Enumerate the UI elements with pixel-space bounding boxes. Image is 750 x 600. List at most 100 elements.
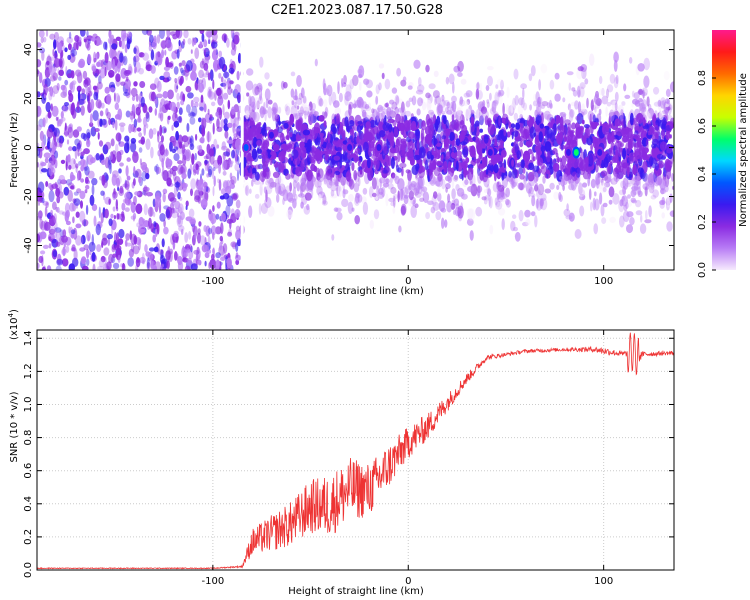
spectrogram-cell xyxy=(467,186,475,193)
spectrogram-cell xyxy=(132,151,139,163)
spectrogram-cell xyxy=(300,87,305,99)
spectrogram-cell xyxy=(363,141,369,153)
spectrogram-cell xyxy=(413,59,421,69)
spectrogram-cell xyxy=(302,150,305,162)
spectrogram-cell xyxy=(114,65,118,74)
spectrogram-cell xyxy=(81,219,89,227)
spectrogram-cell xyxy=(375,95,379,105)
spectrogram-cell xyxy=(266,177,274,184)
colorbar-tick-label: 0.0 xyxy=(697,262,708,278)
spectrogram-cell xyxy=(134,68,137,74)
spectrogram-cell xyxy=(342,130,346,144)
spectrogram-cell xyxy=(194,189,201,201)
spectrogram-cell xyxy=(199,30,205,35)
spectrogram-cell xyxy=(133,118,138,128)
spectrogram-cell xyxy=(176,48,180,59)
spectrogram-cell xyxy=(190,178,197,190)
spectrogram-cell xyxy=(603,181,611,188)
spectrogram-cell xyxy=(249,167,253,177)
spectrogram-cell xyxy=(157,131,160,143)
spectrogram-cell xyxy=(119,52,124,63)
spectrogram-cell xyxy=(91,37,96,42)
spectrogram-cell xyxy=(665,160,672,166)
spectrogram-cell xyxy=(186,122,190,133)
spectrogram-cell xyxy=(42,117,46,128)
spectrogram-cell xyxy=(414,203,419,208)
spectrogram-cell xyxy=(641,106,647,113)
spectrogram-cell xyxy=(545,169,551,175)
spectrogram-cell xyxy=(98,259,105,268)
spectrogram-cell xyxy=(221,141,226,150)
spectrogram-cell xyxy=(143,124,146,136)
spectrogram-cell xyxy=(561,155,566,167)
spectrogram-cell xyxy=(108,198,111,205)
spectrogram-cell xyxy=(112,58,115,70)
spectrogram-cell xyxy=(111,43,118,50)
spectrogram-cell xyxy=(397,107,405,113)
spectrogram-cell xyxy=(407,85,413,90)
spectrogram-cell xyxy=(155,195,162,208)
spectrogram-cell xyxy=(558,157,563,163)
spectrogram-cell xyxy=(400,203,407,215)
spectrogram-cell xyxy=(126,175,131,181)
spectrogram-cell xyxy=(207,235,211,247)
spectrogram-cell xyxy=(618,146,621,158)
spectrogram-cell xyxy=(106,233,113,240)
spectrogram-cell xyxy=(311,145,315,151)
spectrogram-cell xyxy=(372,108,378,121)
spectrogram-cell xyxy=(647,130,652,136)
spectrogram-cell xyxy=(201,168,205,176)
spectrogram-cell xyxy=(549,182,555,190)
spectrogram-cell xyxy=(498,161,503,168)
spectrogram-cell xyxy=(267,99,273,105)
spectrogram-cell xyxy=(157,249,164,255)
spectrogram-cell xyxy=(40,220,46,231)
spectrogram-cell xyxy=(587,173,591,187)
spectrogram-cell xyxy=(632,98,640,105)
spectrogram-cell xyxy=(401,186,409,197)
spectrogram-cell xyxy=(359,81,362,91)
spectrogram-cell xyxy=(169,101,177,111)
spectrogram-cell xyxy=(344,95,349,106)
spectrogram-cell xyxy=(158,107,164,119)
spectrogram-cell xyxy=(59,137,63,148)
spectrogram-cell xyxy=(514,143,519,154)
spectrogram-cell xyxy=(469,230,474,241)
spectrogram-cell xyxy=(115,143,119,154)
spectrogram-cell xyxy=(300,201,304,209)
spectrogram-cell xyxy=(242,122,249,128)
spectrogram-cell xyxy=(419,197,425,202)
spectrogram-cell xyxy=(529,104,532,111)
spectrogram-cell xyxy=(575,179,579,187)
spectrogram-cell xyxy=(443,125,447,134)
spectrogram-cell xyxy=(510,103,514,114)
spectrogram-cell xyxy=(362,111,368,118)
spectrogram-cell xyxy=(427,99,431,108)
spectrogram-cell xyxy=(629,112,634,126)
spectrogram-cell xyxy=(86,248,90,259)
spectrogram-cell xyxy=(594,94,600,105)
spectrogram-cell xyxy=(199,106,204,111)
spectrogram-cell xyxy=(166,177,172,187)
spectrogram-cell xyxy=(510,177,516,189)
spectrogram-cell xyxy=(276,182,279,194)
spectrogram-cell xyxy=(360,196,367,204)
spectrogram-cell xyxy=(258,96,263,105)
spectrogram-cell xyxy=(571,171,578,182)
spectrogram-cell xyxy=(451,146,455,152)
spectrogram-cell xyxy=(140,96,145,108)
spectrogram-cell xyxy=(174,81,179,93)
spectrogram-cell xyxy=(356,96,364,108)
spectrogram-cell xyxy=(352,103,357,109)
spectrogram-cell xyxy=(533,93,538,102)
spectrogram-cell xyxy=(80,234,86,245)
spectrogram-cell xyxy=(348,194,354,202)
colorbar-tick-label: 0.8 xyxy=(697,70,708,86)
spectrogram-cell xyxy=(643,57,650,71)
spectrogram-cell xyxy=(131,95,136,102)
spectrogram-cell xyxy=(556,132,563,145)
spectrogram-cell xyxy=(601,217,607,225)
spectrogram-cell xyxy=(296,105,300,110)
spectrogram-cell xyxy=(93,215,97,227)
spectrogram-cell xyxy=(44,206,48,218)
